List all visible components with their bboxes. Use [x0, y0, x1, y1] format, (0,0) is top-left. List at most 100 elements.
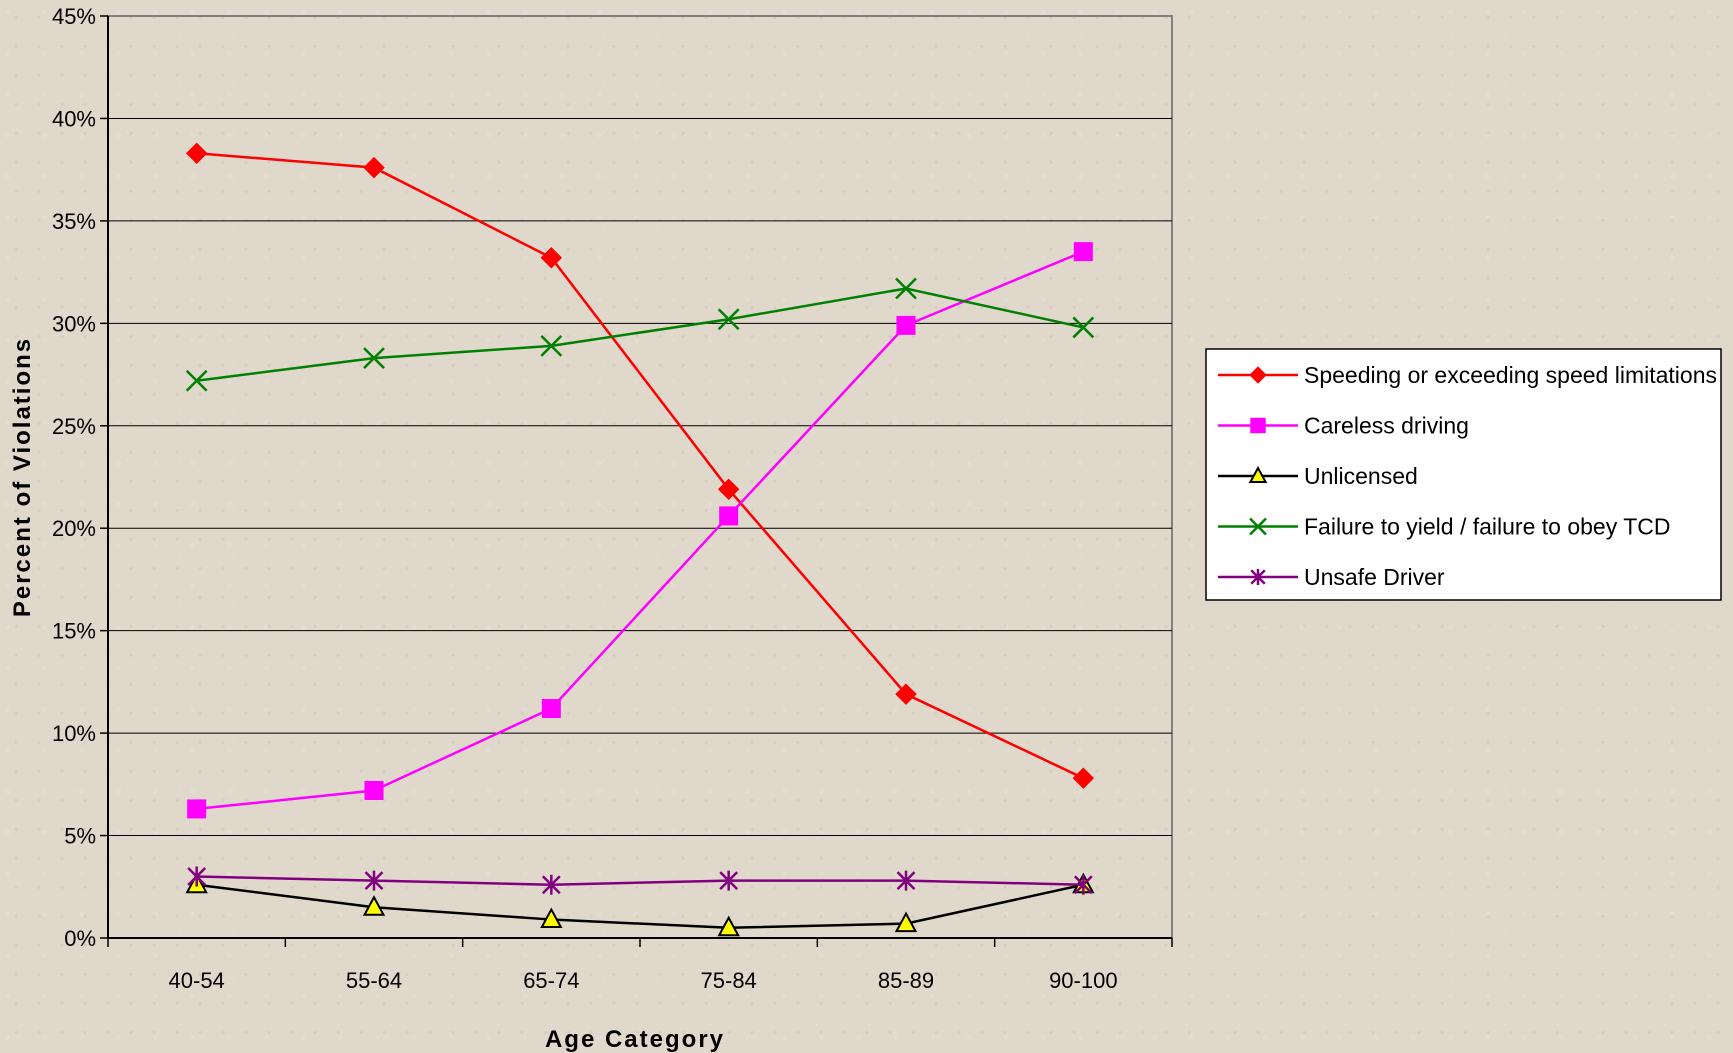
data-point-s0-4	[895, 683, 917, 705]
data-point-s0-2-shape	[540, 247, 563, 269]
data-point-s4-2	[541, 874, 561, 895]
data-point-s1-5	[1073, 242, 1093, 262]
x-tick-label: 75-84	[701, 968, 757, 993]
data-point-s4-4	[896, 870, 916, 891]
legend-marker-3	[1249, 517, 1267, 536]
data-point-s3-4-shape	[895, 277, 917, 300]
data-point-s2-3-shape	[717, 915, 740, 937]
x-tick-label: 55-64	[346, 968, 402, 993]
data-point-s3-2-shape	[540, 334, 563, 357]
y-axis-title: Percent of Violations	[9, 337, 36, 617]
legend-marker-0-shape	[1249, 366, 1267, 384]
data-point-s0-4-shape	[895, 683, 917, 705]
data-point-s0-3	[717, 478, 740, 501]
legend: Speeding or exceeding speed limitations C…	[1205, 348, 1722, 601]
series-line-2	[196, 883, 1084, 930]
legend-marker-1	[1250, 417, 1266, 434]
data-point-s1-0	[187, 799, 207, 819]
series-line-1	[196, 250, 1084, 811]
legend-marker-4-shape	[1250, 569, 1266, 585]
x-tick-label: 85-89	[878, 968, 934, 993]
data-point-s0-5	[1072, 767, 1095, 789]
plot-area	[107, 15, 1173, 939]
data-point-s2-2-shape	[540, 907, 563, 929]
series-line-4	[196, 875, 1084, 886]
data-point-s4-3	[719, 870, 739, 891]
x-axis-title: Age Category	[545, 1026, 725, 1053]
series-line-3	[196, 287, 1084, 382]
data-point-s3-1-shape	[363, 347, 385, 370]
data-point-s4-2-shape	[541, 874, 561, 895]
data-point-s1-3	[719, 506, 739, 526]
data-point-s2-4	[894, 911, 918, 933]
data-point-s4-3-shape	[719, 870, 739, 891]
data-point-s1-4-shape	[896, 315, 916, 335]
data-point-s3-0-shape	[185, 369, 208, 392]
y-tick-label: 10%	[52, 721, 96, 746]
y-tick-label: 35%	[52, 209, 96, 234]
data-point-s2-4-shape	[894, 911, 918, 933]
data-point-s3-0	[185, 369, 208, 392]
data-point-s1-1-shape	[364, 780, 384, 800]
data-point-s1-1	[364, 780, 384, 800]
data-point-s3-1	[363, 347, 385, 370]
data-point-s2-1	[362, 895, 386, 916]
data-point-s4-5	[1073, 874, 1093, 895]
data-point-s3-4	[895, 277, 917, 300]
data-point-s1-2-shape	[541, 699, 561, 719]
data-point-s1-4	[896, 315, 916, 335]
legend-marker-3-shape	[1249, 517, 1267, 536]
data-point-s4-5-shape	[1073, 874, 1093, 895]
y-tick-label: 0%	[64, 926, 96, 951]
x-tick-label: 90-100	[1049, 968, 1118, 993]
data-point-s0-1-shape	[363, 156, 385, 179]
legend-label-3: Failure to yield / failure to obey TCD	[1304, 514, 1670, 540]
data-point-s4-0	[187, 866, 207, 887]
y-tick-label: 30%	[52, 311, 96, 336]
legend-marker-1-shape	[1250, 417, 1266, 434]
y-tick-label: 5%	[64, 824, 96, 849]
data-point-s3-5	[1072, 316, 1095, 339]
legend-box	[1205, 348, 1722, 601]
data-point-s4-1-shape	[364, 870, 384, 891]
data-point-s1-5-shape	[1073, 242, 1093, 262]
data-point-s3-3-shape	[717, 308, 740, 331]
data-point-s0-3-shape	[717, 478, 740, 501]
data-point-s0-0-shape	[185, 142, 208, 164]
legend-label-1: Careless driving	[1304, 413, 1469, 439]
y-tick-label: 15%	[52, 619, 96, 644]
data-point-s3-2	[540, 334, 563, 357]
data-point-s2-1-shape	[362, 895, 386, 916]
series-layer	[185, 142, 1095, 937]
legend-label-0: Speeding or exceeding speed limitations	[1304, 362, 1717, 388]
series-line-0	[196, 152, 1084, 780]
legend-marker-0	[1249, 366, 1267, 384]
data-point-s1-0-shape	[187, 799, 207, 819]
legend-marker-2	[1248, 465, 1268, 483]
gridlines	[108, 117, 1172, 837]
y-tick-label: 45%	[52, 4, 96, 29]
data-point-s3-3	[717, 308, 740, 331]
data-point-s2-3	[717, 915, 740, 937]
data-point-s4-0-shape	[187, 866, 207, 887]
data-point-s4-1	[364, 870, 384, 891]
data-point-s2-2	[540, 907, 563, 929]
legend-label-2: Unlicensed	[1304, 463, 1418, 489]
x-tick-label: 40-54	[169, 968, 225, 993]
y-axis: 0% 5% 10% 15% 20% 25% 30% 35% 40% 45%	[52, 4, 109, 951]
data-point-s1-2	[541, 699, 561, 719]
x-tick-label: 65-74	[523, 968, 579, 993]
y-tick-label: 40%	[52, 106, 96, 131]
data-point-s0-0	[185, 142, 208, 164]
y-tick-label: 20%	[52, 516, 96, 541]
data-point-s0-1	[363, 156, 385, 179]
data-point-s3-5-shape	[1072, 316, 1095, 339]
legend-marker-4	[1250, 569, 1266, 585]
data-point-s0-2	[540, 247, 563, 269]
legend-marker-2-shape	[1248, 465, 1268, 483]
data-point-s0-5-shape	[1072, 767, 1095, 789]
x-axis: 40-54 55-64 65-74 75-84 85-89 90-100	[107, 937, 1173, 993]
data-point-s4-4-shape	[896, 870, 916, 891]
y-tick-label: 25%	[52, 414, 96, 439]
